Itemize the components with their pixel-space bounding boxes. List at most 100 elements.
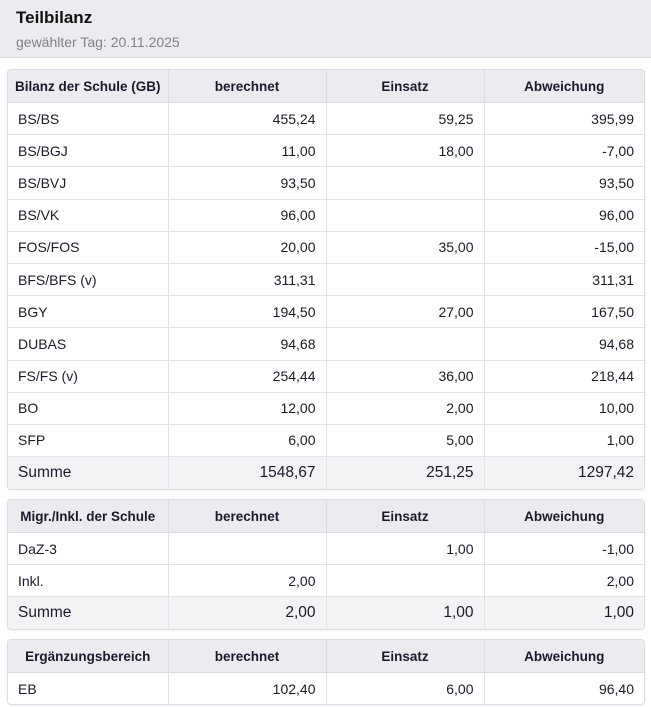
- cell-value: 1,00: [484, 424, 644, 458]
- column-header[interactable]: Einsatz: [326, 500, 485, 533]
- table-header-row: Migr./Inkl. der Schule berechnet Einsatz Ab…: [8, 500, 644, 533]
- cell-value: 6,00: [168, 424, 327, 458]
- table-row: BS/BVJ 93,50 93,50: [8, 166, 644, 200]
- cell-value: 102,40: [168, 672, 327, 705]
- column-header[interactable]: berechnet: [168, 500, 327, 533]
- row-label: FS/FS (v): [8, 360, 169, 393]
- cell-value: 1548,67: [168, 456, 327, 490]
- row-label: BS/BGJ: [8, 134, 169, 168]
- row-label: FOS/FOS: [8, 231, 169, 264]
- column-header[interactable]: Migr./Inkl. der Schule: [8, 500, 169, 533]
- column-header[interactable]: berechnet: [168, 70, 327, 103]
- cell-value: [326, 199, 485, 232]
- cell-value: 36,00: [326, 360, 485, 393]
- cell-value: [326, 166, 485, 200]
- cell-value: 94,68: [484, 327, 644, 361]
- row-label: Summe: [8, 596, 169, 630]
- cell-value: -7,00: [484, 134, 644, 168]
- row-label: BGY: [8, 295, 169, 329]
- row-label: DaZ-3: [8, 532, 169, 566]
- cell-value: 10,00: [484, 392, 644, 425]
- cell-value: 96,00: [168, 199, 327, 232]
- cell-value: [326, 327, 485, 361]
- column-header[interactable]: Einsatz: [326, 640, 485, 673]
- migration-inclusion-table: Migr./Inkl. der Schule berechnet Einsatz Ab…: [7, 499, 645, 631]
- school-balance-table: Bilanz der Schule (GB) berechnet Einsatz Ab…: [7, 69, 645, 491]
- table-row: BGY 194,50 27,00 167,50: [8, 295, 644, 329]
- cell-value: 1,00: [326, 532, 485, 566]
- cell-value: -1,00: [484, 532, 644, 566]
- cell-value: 6,00: [326, 672, 485, 705]
- column-header[interactable]: berechnet: [168, 640, 327, 673]
- cell-value: 96,00: [484, 199, 644, 232]
- sum-row: Summe 2,00 1,00 1,00: [8, 596, 644, 630]
- cell-value: 251,25: [326, 456, 485, 490]
- cell-value: [326, 263, 485, 297]
- cell-value: 11,00: [168, 134, 327, 168]
- cell-value: 311,31: [168, 263, 327, 297]
- table-row: BS/VK 96,00 96,00: [8, 199, 644, 232]
- cell-value: 167,50: [484, 295, 644, 329]
- balance-table: Ergänzungsbereich berechnet Einsatz Abweich…: [8, 640, 644, 705]
- row-label: BFS/BFS (v): [8, 263, 169, 297]
- row-label: BS/VK: [8, 199, 169, 232]
- column-header[interactable]: Ergänzungsbereich: [8, 640, 169, 673]
- balance-table: Bilanz der Schule (GB) berechnet Einsatz Ab…: [8, 70, 644, 490]
- column-header[interactable]: Einsatz: [326, 70, 485, 103]
- sum-row: Summe 1548,67 251,25 1297,42: [8, 456, 644, 490]
- cell-value: [326, 564, 485, 598]
- cell-value: 455,24: [168, 102, 327, 136]
- cell-value: 93,50: [168, 166, 327, 200]
- cell-value: 254,44: [168, 360, 327, 393]
- cell-value: 18,00: [326, 134, 485, 168]
- cell-value: 311,31: [484, 263, 644, 297]
- supplementary-table: Ergänzungsbereich berechnet Einsatz Abweich…: [7, 639, 645, 706]
- column-header[interactable]: Abweichung: [484, 640, 644, 673]
- row-label: Inkl.: [8, 564, 169, 598]
- cell-value: 27,00: [326, 295, 485, 329]
- cell-value: 395,99: [484, 102, 644, 136]
- table-row: BO 12,00 2,00 10,00: [8, 392, 644, 425]
- cell-value: 2,00: [168, 596, 327, 630]
- cell-value: 2,00: [484, 564, 644, 598]
- cell-value: 194,50: [168, 295, 327, 329]
- column-header[interactable]: Bilanz der Schule (GB): [8, 70, 169, 103]
- row-label: DUBAS: [8, 327, 169, 361]
- cell-value: 96,40: [598, 680, 634, 697]
- cell-value: 5,00: [326, 424, 485, 458]
- row-label: BO: [8, 392, 169, 425]
- table-row: FS/FS (v) 254,44 36,00 218,44: [8, 360, 644, 393]
- row-label: EB: [8, 672, 169, 705]
- balance-table: Migr./Inkl. der Schule berechnet Einsatz Ab…: [8, 500, 644, 630]
- cell-value: 1,00: [326, 596, 485, 630]
- cell-value: 1,00: [484, 596, 644, 630]
- table-row: Inkl. 2,00 2,00: [8, 564, 644, 598]
- cell-value: 12,00: [168, 392, 327, 425]
- row-label: SFP: [8, 424, 169, 458]
- cell-value: 1297,42: [484, 456, 644, 490]
- table-row: DUBAS 94,68 94,68: [8, 327, 644, 361]
- table-row: BS/BS 455,24 59,25 395,99: [8, 102, 644, 136]
- cell-value: [168, 532, 327, 566]
- table-row: BFS/BFS (v) 311,31 311,31: [8, 263, 644, 297]
- cell-value: 218,44: [484, 360, 644, 393]
- table-header-row: Bilanz der Schule (GB) berechnet Einsatz Ab…: [8, 70, 644, 103]
- cell-value: -15,00: [484, 231, 644, 264]
- cell-value: 20,00: [168, 231, 327, 264]
- page-header: Teilbilanz gewählter Tag: 20.11.2025: [0, 0, 651, 58]
- column-header[interactable]: Abweichung: [484, 70, 644, 103]
- table-row: DaZ-3 1,00 -1,00: [8, 532, 644, 566]
- table-row: SFP 6,00 5,00 1,00: [8, 424, 644, 458]
- cell-value: 94,68: [168, 327, 327, 361]
- cell-value: 59,25: [326, 102, 485, 136]
- cell-value: 93,50: [484, 166, 644, 200]
- table-row: FOS/FOS 20,00 35,00 -15,00: [8, 231, 644, 264]
- page-title: Teilbilanz: [16, 8, 93, 27]
- cell-value: 2,00: [168, 564, 327, 598]
- table-row: EB 102,40 6,00 96,40: [8, 672, 644, 705]
- row-label: BS/BS: [8, 102, 169, 136]
- selected-day: gewählter Tag: 20.11.2025: [16, 34, 180, 50]
- row-label: BS/BVJ: [8, 166, 169, 200]
- column-header[interactable]: Abweichung: [484, 500, 644, 533]
- cell-value: 2,00: [326, 392, 485, 425]
